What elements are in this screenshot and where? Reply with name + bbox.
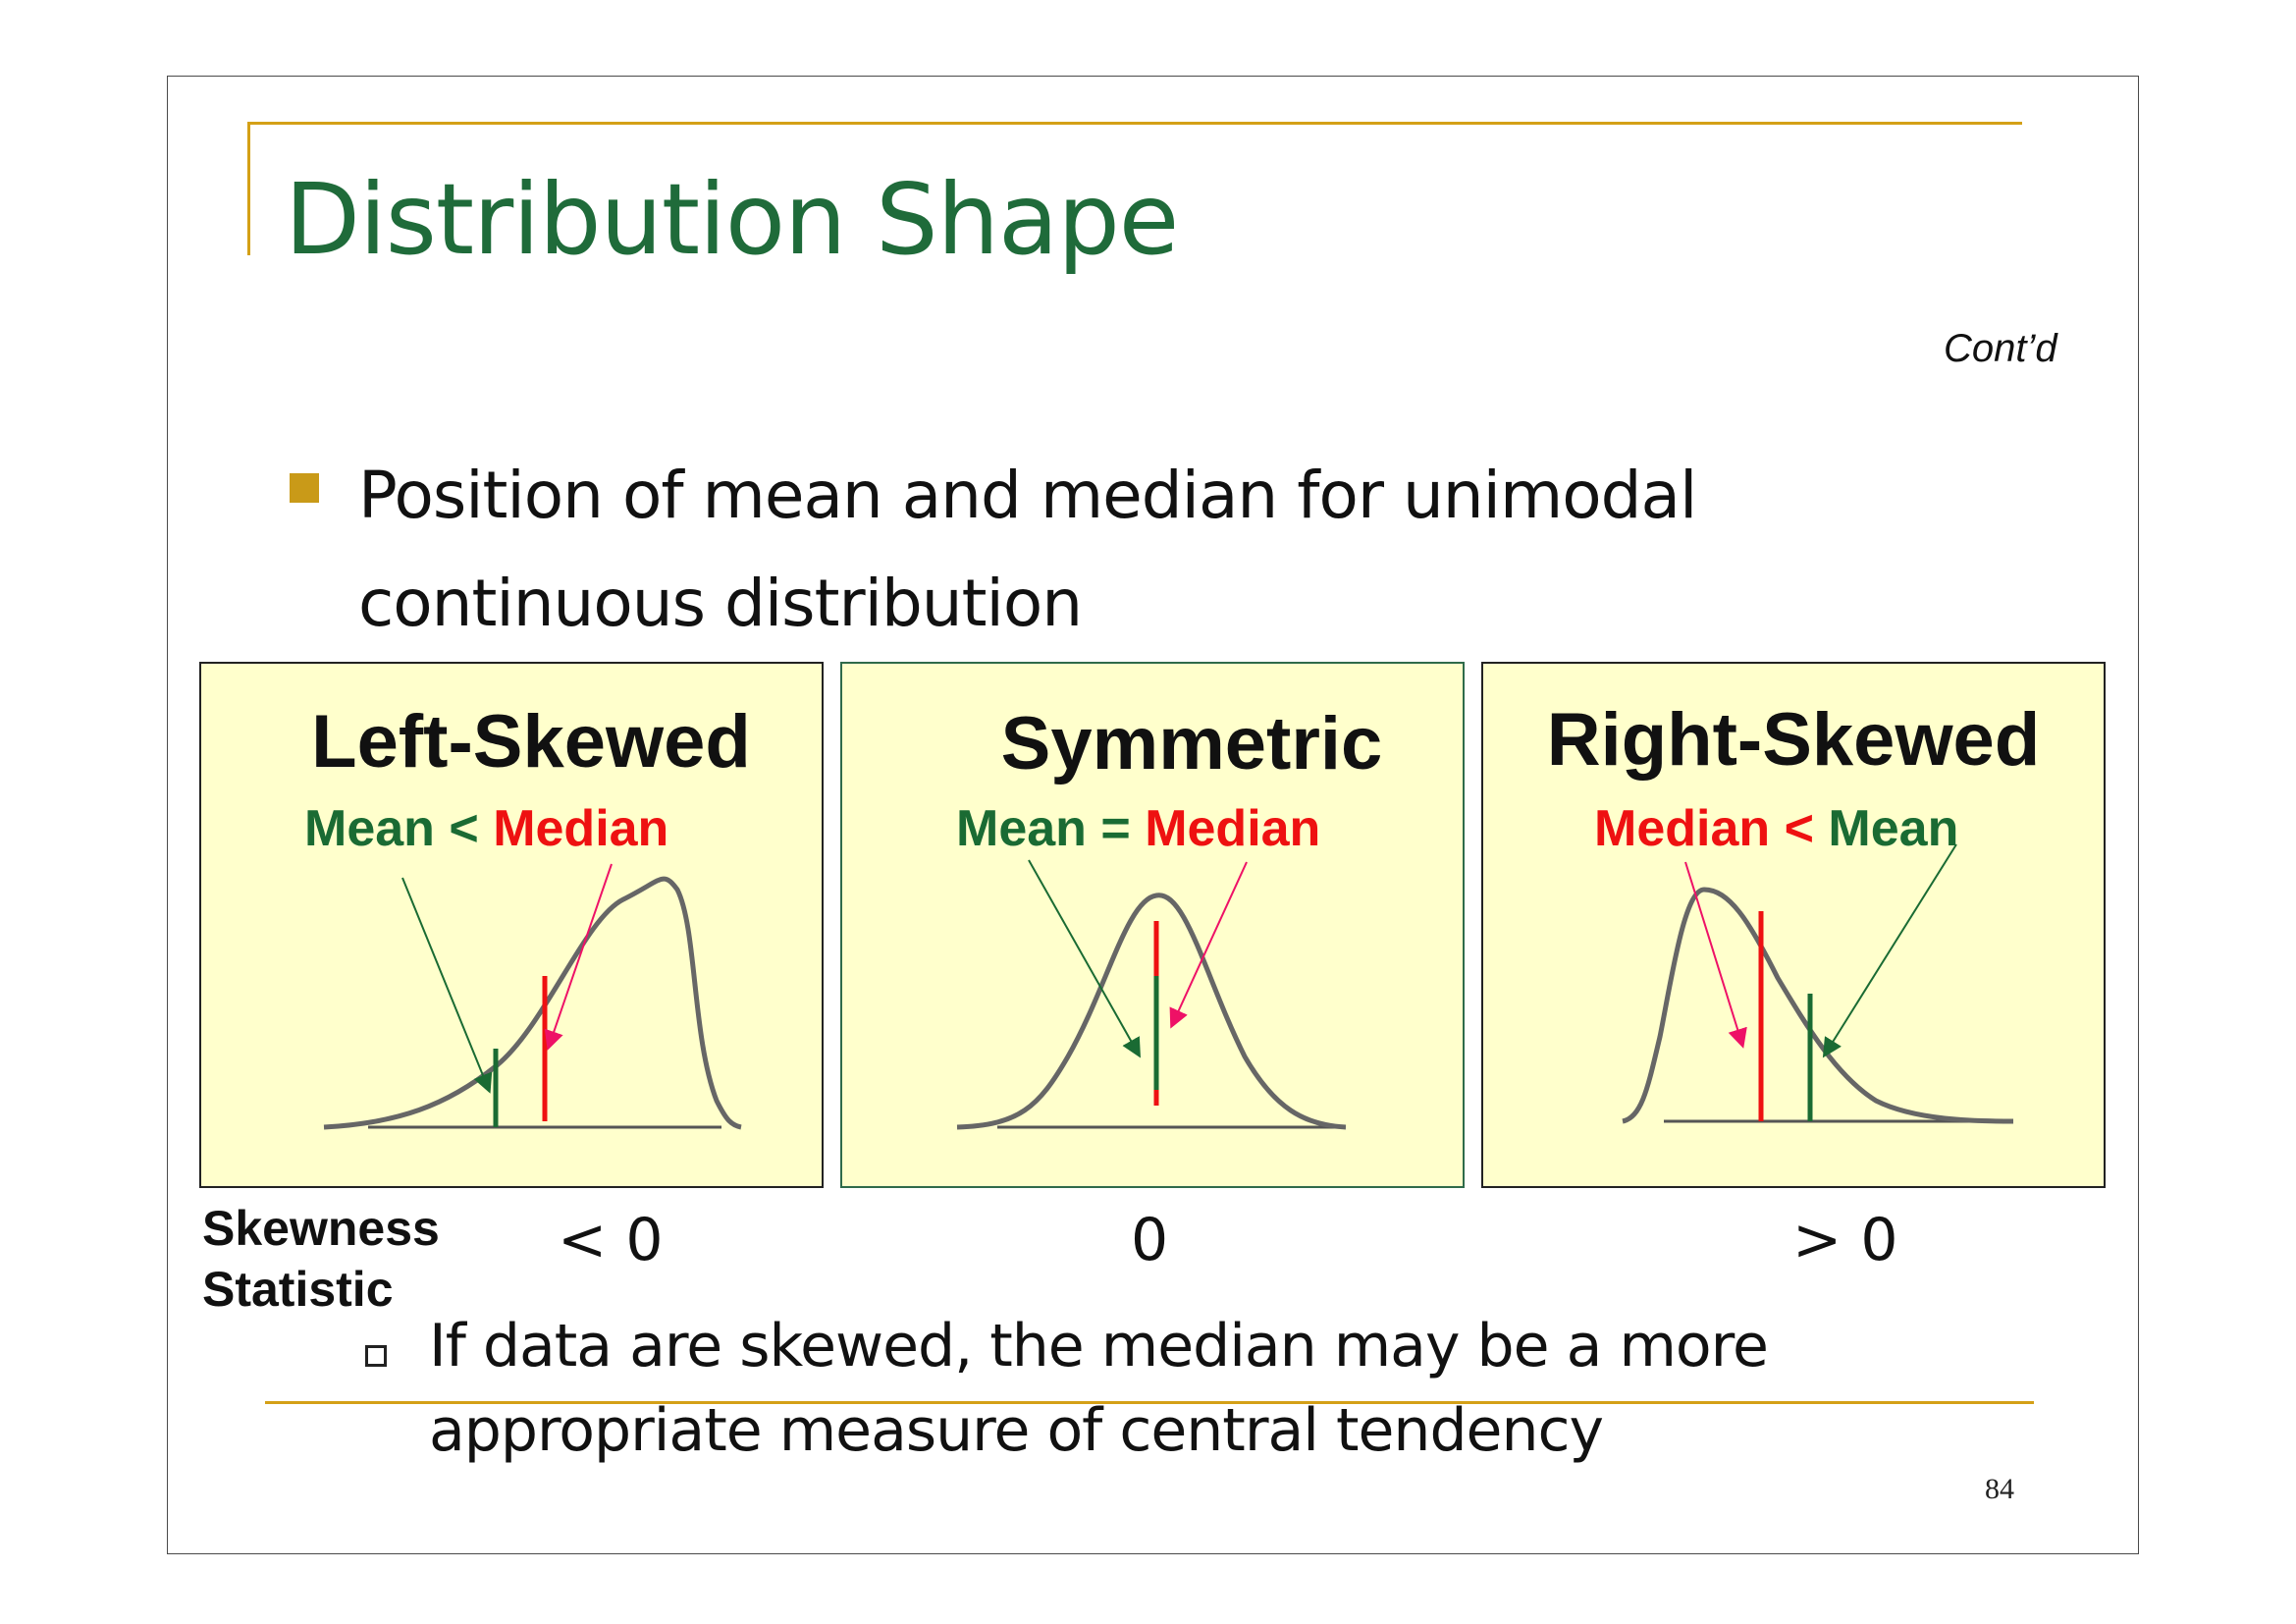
- skewness-label-line: Statistic: [202, 1262, 394, 1317]
- skewness-value-symmetric: 0: [1131, 1206, 1169, 1274]
- relation-right-skewed: Median < Mean: [1594, 799, 1958, 858]
- page-number: 84: [1985, 1473, 2014, 1505]
- distribution-curve: [1622, 887, 2014, 1124]
- skewness-label-line: Skewness: [202, 1201, 440, 1256]
- continued-note: Cont’d: [1944, 327, 2057, 370]
- relation-operator: <: [434, 800, 494, 857]
- median-arrow: [1169, 861, 1248, 1029]
- title-top-rule: [247, 122, 2022, 125]
- median-arrow: [1684, 861, 1747, 1049]
- distribution-curve: [956, 893, 1347, 1130]
- title-left-rule: [247, 122, 250, 255]
- skewness-statistic-label: Skewness Statistic: [202, 1198, 440, 1320]
- relation-term: Mean: [956, 800, 1087, 857]
- mean-arrow: [1822, 843, 1957, 1058]
- relation-term: Mean: [1828, 800, 1959, 857]
- mean-arrow: [1028, 859, 1141, 1058]
- panel-right-skewed: Right-Skewed Median < Mean: [1481, 662, 2106, 1188]
- relation-operator: =: [1086, 800, 1146, 857]
- relation-operator: <: [1770, 800, 1829, 857]
- relation-term: Median: [1145, 800, 1321, 857]
- panel-symmetric: Symmetric Mean = Median: [840, 662, 1465, 1188]
- sub-bullet-text: If data are skewed, the median may be a …: [429, 1312, 1769, 1465]
- relation-term: Median: [1594, 800, 1771, 857]
- mean-arrow: [401, 877, 493, 1094]
- bullet-square-icon: [290, 473, 319, 503]
- skewness-value-left: < 0: [558, 1206, 664, 1274]
- panel-title-right-skewed: Right-Skewed: [1546, 698, 2041, 782]
- panel-title-symmetric: Symmetric: [1000, 702, 1383, 785]
- panel-title-left-skewed: Left-Skewed: [311, 700, 751, 784]
- page-title: Distribution Shape: [285, 162, 1179, 277]
- symmetric-curve-diagram: [956, 859, 1347, 1130]
- left-skewed-curve-diagram: [323, 863, 742, 1130]
- checkbox-bullet-icon: [365, 1345, 387, 1367]
- bottom-rule: [265, 1401, 2034, 1404]
- median-arrow: [544, 863, 613, 1051]
- relation-term: Median: [493, 800, 669, 857]
- bullet-text: Position of mean and median for unimodal…: [358, 458, 1697, 641]
- panel-left-skewed: Left-Skewed Mean < Median: [199, 662, 824, 1188]
- right-skewed-curve-diagram: [1622, 843, 2014, 1124]
- relation-symmetric: Mean = Median: [956, 799, 1320, 858]
- skewness-value-right: > 0: [1792, 1206, 1898, 1274]
- relation-term: Mean: [304, 800, 435, 857]
- relation-left-skewed: Mean < Median: [304, 799, 668, 858]
- distribution-curve: [323, 876, 742, 1130]
